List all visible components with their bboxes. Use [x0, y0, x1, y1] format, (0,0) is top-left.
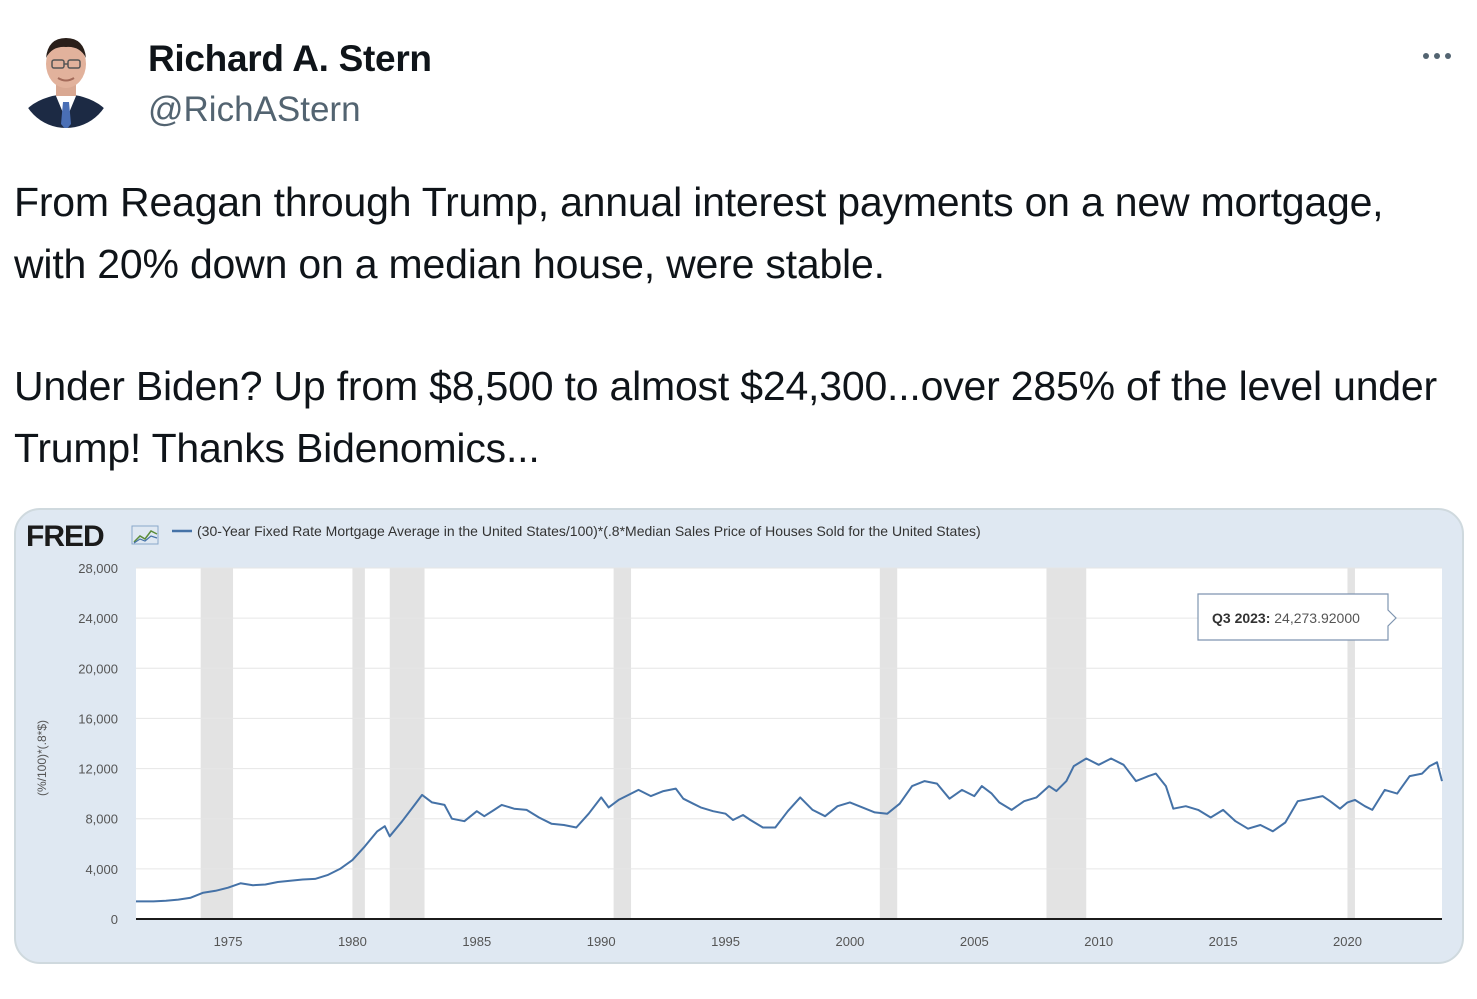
x-tick-label: 1975	[214, 934, 243, 949]
data-tooltip: Q3 2023: 24,273.92000	[1197, 593, 1397, 641]
profile-photo	[20, 36, 112, 128]
y-tick-label: 28,000	[78, 561, 118, 576]
y-tick-label: 16,000	[78, 711, 118, 726]
tooltip-value: 24,273.92000	[1274, 610, 1360, 626]
x-tick-label: 1990	[587, 934, 616, 949]
chart-legend: (30-Year Fixed Rate Mortgage Average in …	[197, 523, 981, 539]
tooltip-label: Q3 2023:	[1212, 610, 1270, 626]
recession-band	[1347, 568, 1355, 919]
tweet-text: From Reagan through Trump, annual intere…	[14, 172, 1454, 479]
recession-band	[200, 568, 234, 919]
fred-chart: FRED (30-Year Fixed Rate Mortgage Averag…	[26, 520, 1443, 949]
recession-band	[879, 568, 898, 919]
series-line	[136, 757, 1443, 903]
x-tick-label: 1985	[462, 934, 491, 949]
y-tick-label: 8,000	[85, 812, 118, 827]
fred-logo: FRED	[26, 520, 104, 553]
chart-image[interactable]: FRED (30-Year Fixed Rate Mortgage Averag…	[14, 508, 1464, 964]
author-avatar[interactable]	[20, 30, 112, 134]
x-tick-label: 2015	[1209, 934, 1238, 949]
recession-band	[352, 568, 365, 919]
tweet-paragraph: Under Biden? Up from $8,500 to almost $2…	[14, 363, 1437, 471]
y-tick-label: 20,000	[78, 661, 118, 676]
x-tick-label: 2020	[1333, 934, 1362, 949]
x-tick-label: 2000	[835, 934, 864, 949]
author-name[interactable]: Richard A. Stern	[148, 38, 432, 79]
x-tick-label: 2010	[1084, 934, 1113, 949]
recession-band	[389, 568, 425, 919]
author-handle[interactable]: @RichAStern	[148, 90, 361, 129]
x-tick-label: 1980	[338, 934, 367, 949]
more-horizontal-icon	[1423, 53, 1429, 59]
recession-band	[613, 568, 632, 919]
recession-band	[1046, 568, 1087, 919]
y-tick-label: 12,000	[78, 762, 118, 777]
svg-text:Q3 2023: 24,273.92000: Q3 2023: 24,273.92000	[1212, 610, 1360, 626]
x-tick-label: 1995	[711, 934, 740, 949]
x-tick-label: 2005	[960, 934, 989, 949]
y-axis-label: (%/100)*(.8*$)	[35, 720, 49, 796]
y-tick-label: 4,000	[85, 862, 118, 877]
y-tick-label: 0	[111, 912, 118, 927]
y-tick-label: 24,000	[78, 611, 118, 626]
more-options-button[interactable]	[1412, 38, 1462, 74]
tweet-paragraph: From Reagan through Trump, annual intere…	[14, 179, 1384, 287]
fred-logo-icon	[131, 525, 159, 545]
